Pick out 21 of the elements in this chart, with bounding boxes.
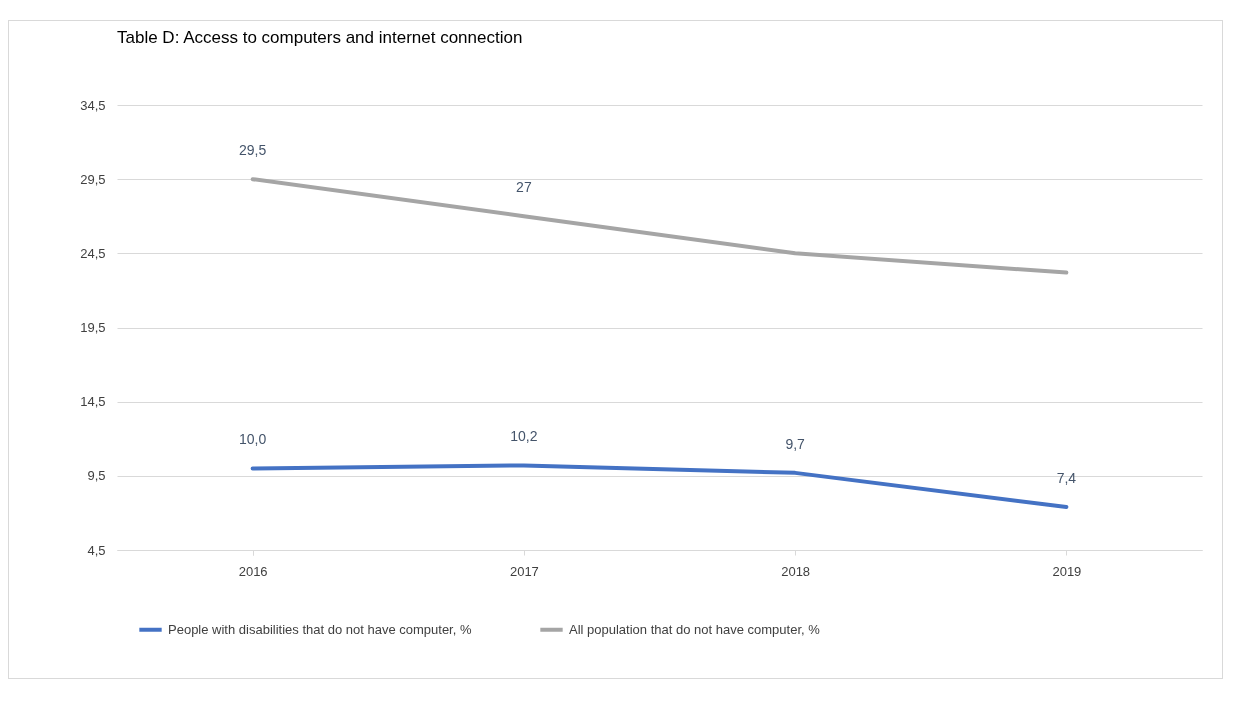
x-tick-label: 2018 [781,563,811,579]
x-tick-label: 2019 [1052,563,1082,579]
y-tick-label: 29,5 [80,171,106,187]
data-label: 10,0 [239,431,267,448]
data-label: 29,5 [239,142,267,159]
line-series [250,177,1069,275]
y-tick-label: 24,5 [80,245,106,261]
data-label: 10,2 [510,428,538,445]
y-tick-label: 9,5 [87,468,106,484]
data-label: 27 [516,179,532,196]
y-tick-label: 14,5 [80,394,106,410]
y-tick-label: 4,5 [87,542,106,558]
y-tick-label: 34,5 [80,97,106,113]
legend-label: People with disabilities that do not have computer, % [168,621,472,637]
data-label: 7,4 [1056,469,1077,486]
y-tick-label: 19,5 [80,320,106,335]
x-tick-label: 2017 [509,563,539,579]
x-tick-label: 2016 [238,563,268,579]
data-label: 9,7 [785,435,806,452]
legend-label: All population that do not have computer, % [569,621,821,637]
chart-title: Table D: Access to computers and internet connection [117,28,523,47]
